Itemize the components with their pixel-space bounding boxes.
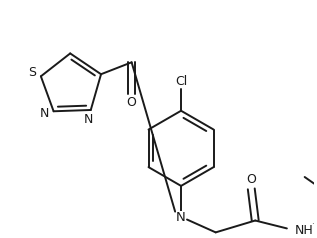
Text: N: N xyxy=(84,113,94,126)
Text: O: O xyxy=(246,174,256,187)
Text: N: N xyxy=(176,211,186,224)
Text: S: S xyxy=(28,66,36,79)
Text: NH: NH xyxy=(295,224,314,237)
Text: Cl: Cl xyxy=(175,74,187,88)
Text: N: N xyxy=(40,107,49,120)
Text: O: O xyxy=(127,96,137,109)
